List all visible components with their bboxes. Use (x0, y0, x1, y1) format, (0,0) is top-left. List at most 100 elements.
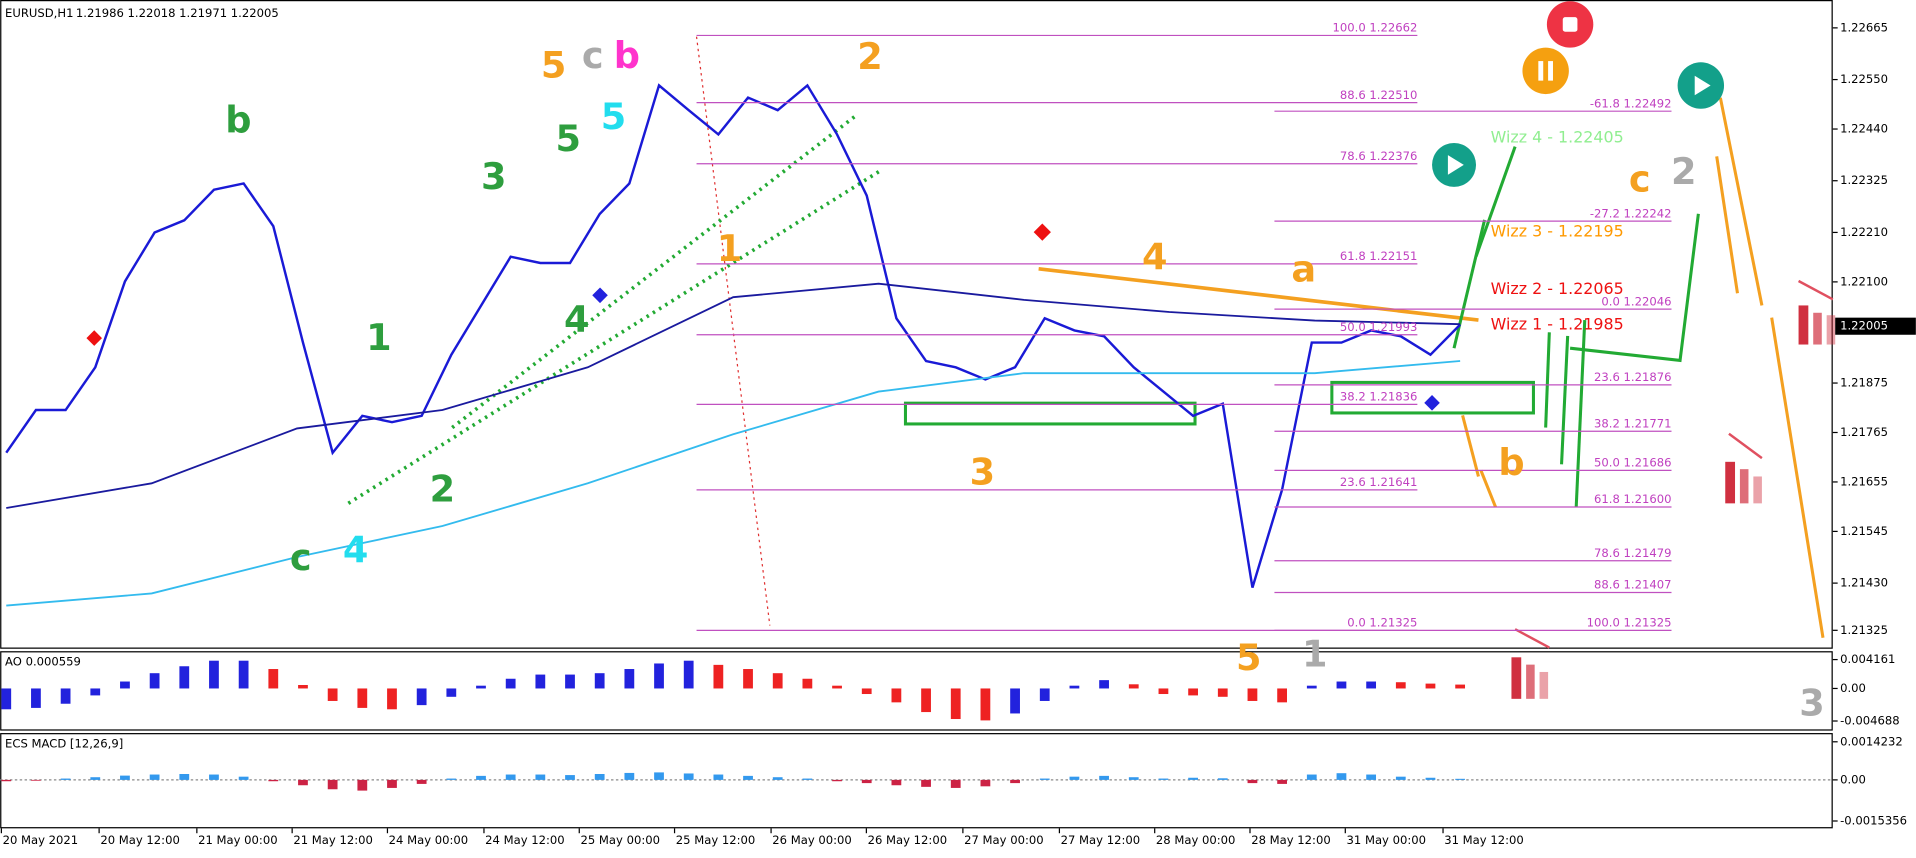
histogram-bar (238, 776, 249, 780)
histogram-bar (832, 685, 842, 689)
x-tick-label: 24 May 00:00 (389, 833, 469, 847)
y-tick-label: 0.00 (1840, 772, 1866, 786)
histogram-bar (980, 688, 991, 721)
x-tick-label: 28 May 00:00 (1156, 833, 1236, 847)
histogram-bar (90, 777, 101, 780)
histogram-bar (149, 774, 160, 780)
histogram-bar (209, 660, 219, 689)
fib-label: 50.0 1.21993 (1340, 320, 1417, 334)
y-tick-label: 1.22100 (1840, 274, 1888, 288)
histogram-bar (357, 779, 368, 791)
histogram-bar (921, 779, 931, 787)
histogram-bar (921, 688, 931, 713)
fib-label: 23.6 1.21641 (1340, 475, 1417, 489)
histogram-bar (1039, 778, 1050, 780)
wave-label: 4 (343, 529, 369, 572)
fib-label: 78.6 1.22376 (1340, 149, 1417, 163)
histogram-bar (1455, 778, 1466, 780)
histogram-bar (535, 774, 546, 780)
histogram-bar (1247, 688, 1258, 701)
histogram-bar (1, 779, 12, 782)
histogram-bar (861, 688, 872, 695)
histogram-bar (327, 779, 338, 790)
histogram-bar (624, 772, 635, 780)
histogram-bar (891, 688, 902, 703)
histogram-bar (1366, 774, 1377, 780)
panel-title: AO 0.000559 (5, 655, 81, 669)
histogram-bar (624, 669, 635, 689)
histogram-bar (1455, 684, 1466, 689)
histogram-bar (1010, 779, 1020, 784)
histogram-bar (1069, 685, 1080, 689)
histogram-bar (90, 688, 101, 696)
histogram-bar (1158, 688, 1169, 695)
histogram-bar (802, 678, 813, 689)
histogram-bar (120, 681, 130, 689)
x-tick-label: 24 May 12:00 (485, 833, 565, 847)
y-tick-label: 0.0014232 (1840, 734, 1903, 748)
price-line (5, 83, 1462, 588)
wave-label: 2 (1671, 150, 1697, 193)
histogram-bar (1039, 688, 1050, 701)
histogram-bar (31, 688, 41, 708)
wave-label: 3 (1799, 681, 1825, 724)
histogram-bar (1336, 773, 1347, 780)
x-tick-label: 25 May 00:00 (580, 833, 660, 847)
histogram-bar (416, 779, 427, 784)
histogram-bar (387, 688, 397, 710)
fib-label: 38.2 1.21771 (1594, 416, 1671, 430)
histogram-bar (1306, 685, 1317, 689)
wave-label: 2 (857, 35, 883, 78)
wave-label: 1 (717, 227, 743, 270)
fib-label: -27.2 1.22242 (1590, 206, 1672, 220)
wave-label: 1 (1302, 633, 1328, 676)
histogram-bar (31, 779, 41, 781)
wave-label: 5 (556, 117, 582, 160)
histogram-bar (1425, 683, 1436, 689)
histogram-bar (446, 688, 457, 697)
histogram-bar (476, 685, 486, 689)
histogram-bar (209, 774, 219, 780)
histogram-bar (387, 779, 397, 788)
x-tick-label: 21 May 00:00 (198, 833, 278, 847)
histogram-bar (1395, 776, 1406, 780)
pause-button[interactable] (1522, 47, 1569, 95)
x-tick-label: 25 May 12:00 (676, 833, 756, 847)
fib-label: 88.6 1.21407 (1594, 578, 1671, 592)
y-tick-label: 1.21545 (1840, 524, 1888, 538)
wizz-label: Wizz 2 - 1.22065 (1491, 279, 1624, 298)
wizz-label: Wizz 4 - 1.22405 (1491, 128, 1624, 147)
wave-label: a (1291, 248, 1316, 291)
fib-label: 88.6 1.22510 (1340, 88, 1417, 102)
price-line (6, 360, 1461, 607)
y-tick-label: 1.21325 (1840, 623, 1888, 637)
y-tick-label: 0.00 (1840, 681, 1866, 695)
x-tick-label: 28 May 12:00 (1251, 833, 1331, 847)
histogram-bar (476, 775, 486, 780)
wave-label: 4 (1142, 236, 1168, 279)
histogram-bar (950, 688, 961, 720)
y-tick-label: 1.21655 (1840, 474, 1888, 488)
fib-label: 78.6 1.21479 (1594, 546, 1671, 560)
y-tick-label: 1.21875 (1840, 376, 1888, 390)
histogram-bar (1425, 777, 1436, 780)
fib-label: 61.8 1.21600 (1594, 492, 1671, 506)
wave-label: b (614, 34, 640, 77)
histogram-bar (268, 669, 279, 689)
fib-label: 38.2 1.21836 (1340, 390, 1417, 404)
wave-label: c (290, 536, 312, 579)
fib-label: 61.8 1.22151 (1340, 249, 1417, 263)
y-tick-label: 1.22325 (1840, 173, 1888, 187)
histogram-bar (1336, 681, 1347, 689)
x-tick-label: 27 May 00:00 (964, 833, 1044, 847)
fib-label: 23.6 1.21876 (1594, 370, 1671, 384)
histogram-bar (743, 669, 753, 689)
ohlc: 1.21986 1.22018 1.21971 1.22005 (76, 6, 279, 20)
histogram-bar (1099, 775, 1109, 780)
x-tick-label: 26 May 00:00 (772, 833, 852, 847)
y-tick-label: 1.22210 (1840, 225, 1888, 239)
histogram-bar (683, 773, 694, 780)
histogram-bar (60, 688, 71, 704)
wave-label: 3 (970, 451, 996, 494)
x-tick-label: 21 May 12:00 (293, 833, 373, 847)
